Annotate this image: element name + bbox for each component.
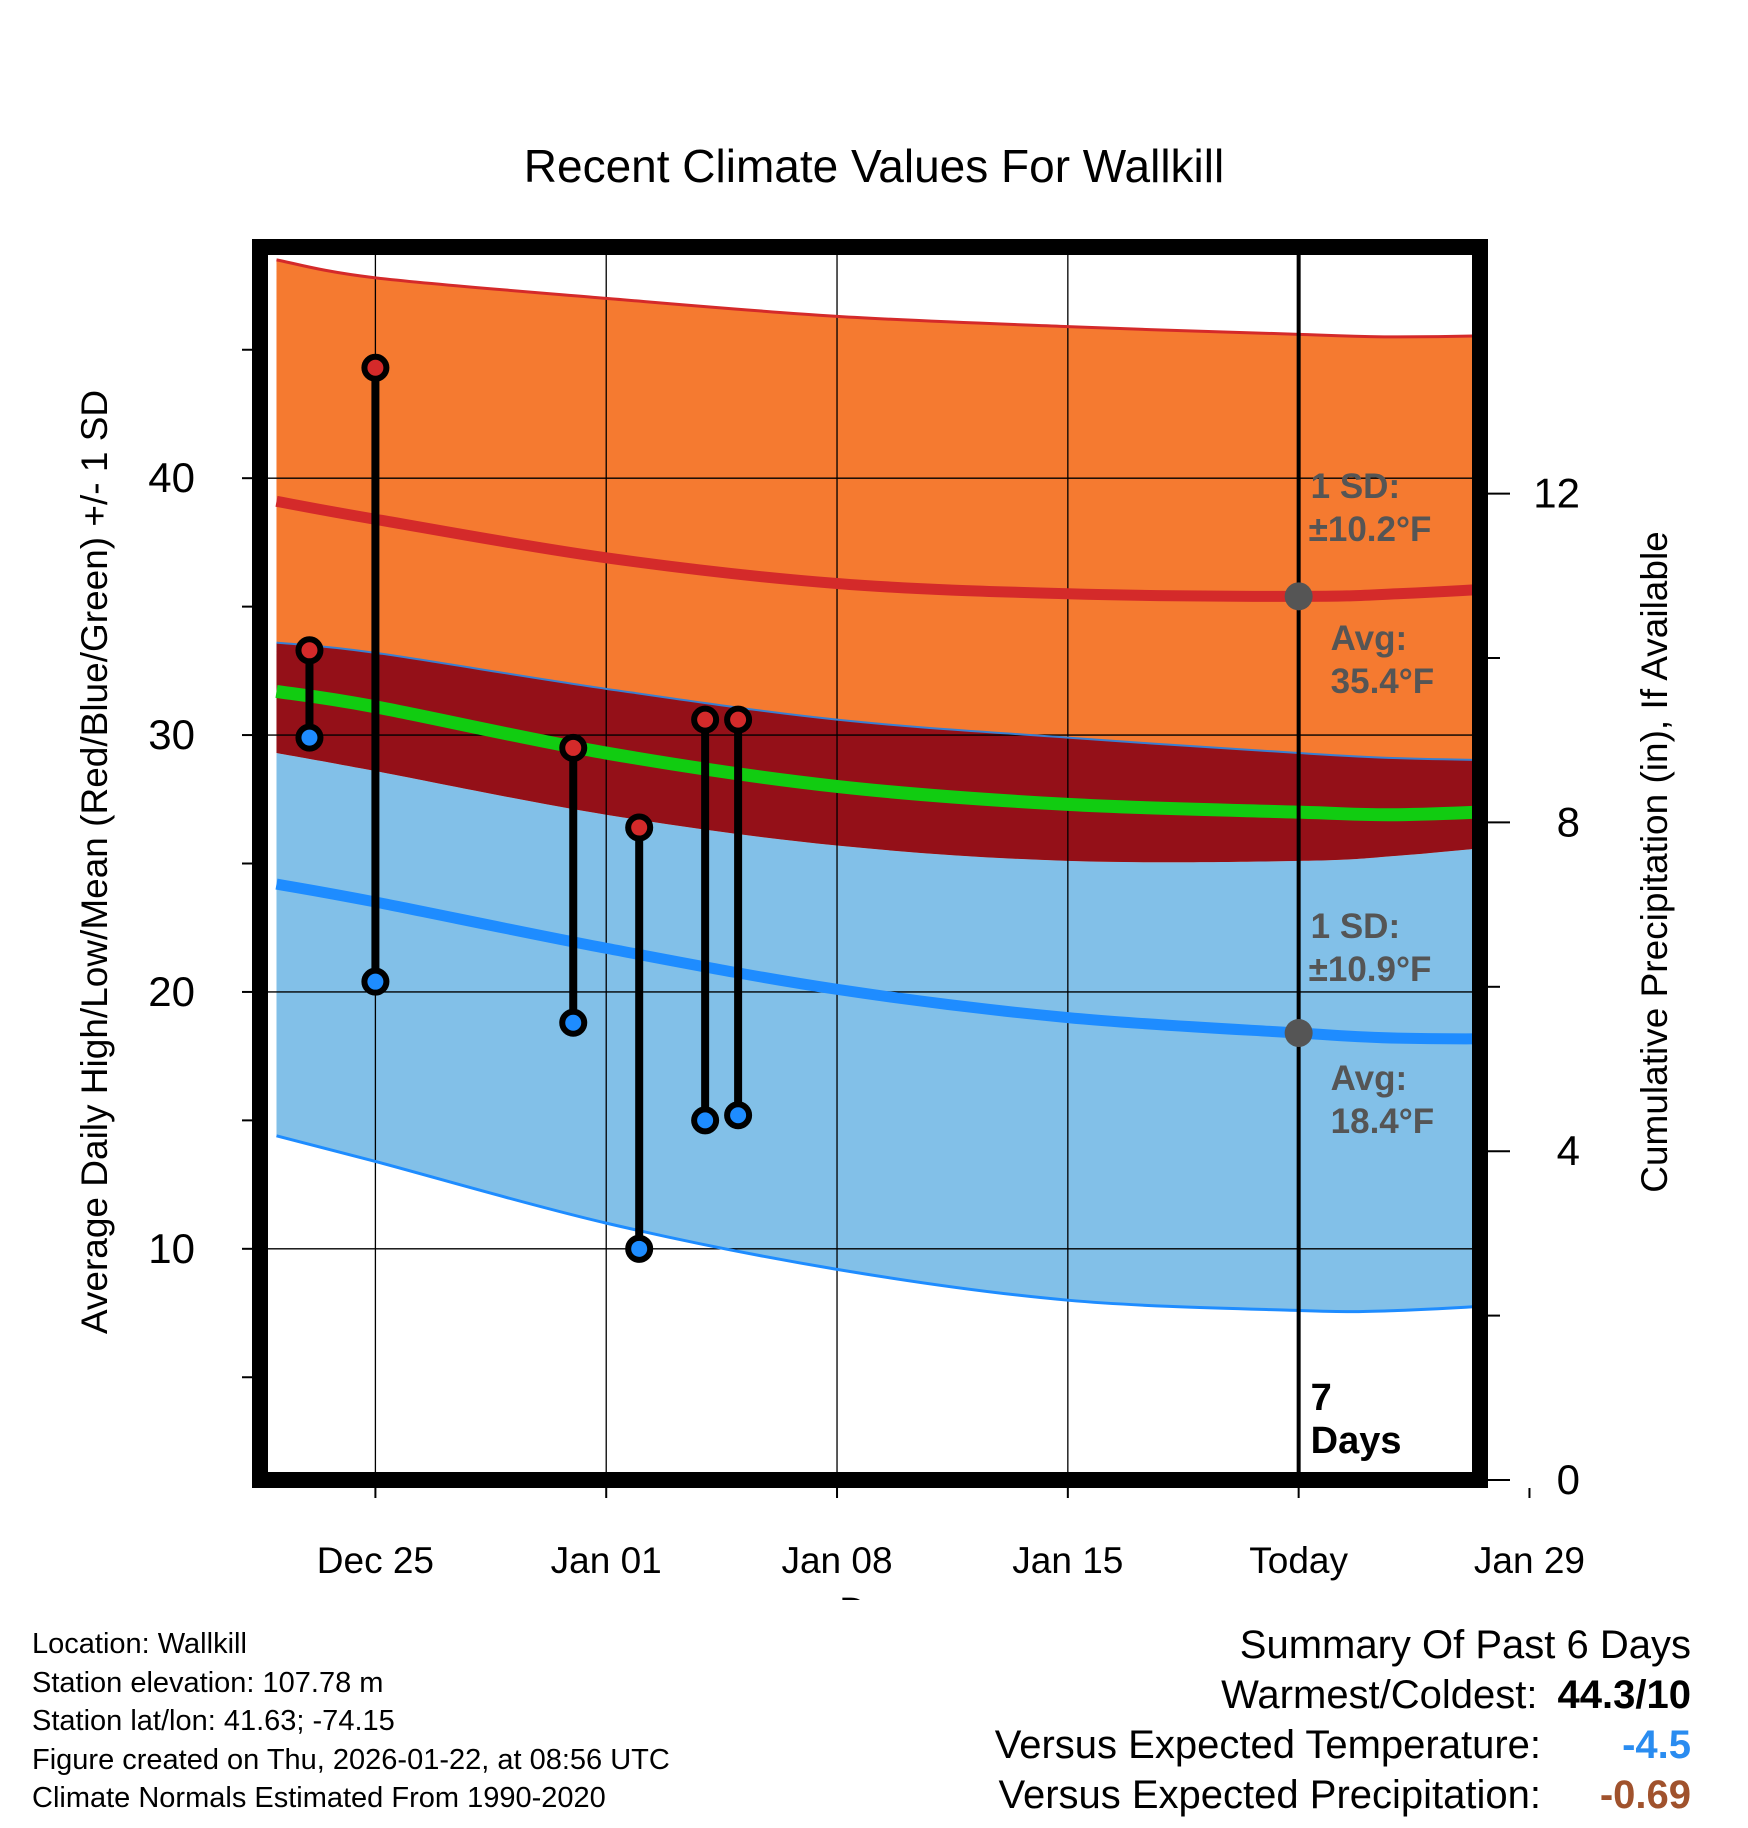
y-tick-label: 10	[148, 1225, 195, 1272]
avg-high-marker	[1284, 582, 1313, 611]
high-plus-sd-line	[276, 258, 1480, 339]
obs-low-point	[625, 1234, 654, 1263]
avg-low-marker	[1284, 1019, 1313, 1048]
y2-tick-label: 0	[1557, 1456, 1580, 1503]
low-minus-sd-line	[276, 1134, 1480, 1314]
warm-cold-label: Warmest/Coldest:	[1221, 1673, 1538, 1717]
obs-high-point	[625, 813, 654, 842]
precip-label: Versus Expected Precipitation:	[998, 1773, 1541, 1817]
obs-high-point	[361, 353, 390, 382]
temp-value: -4.5	[1622, 1723, 1691, 1767]
obs-low-point	[724, 1101, 753, 1130]
x-tick-label: Jan 29	[1474, 1540, 1585, 1581]
summary-warm-cold: Warmest/Coldest: 44.3/10	[995, 1670, 1691, 1720]
high-avg-value: 35.4°F	[1331, 662, 1435, 701]
y2-tick-label: 12	[1533, 470, 1580, 517]
obs-high-point	[724, 705, 753, 734]
normal-high-line	[275, 495, 1480, 602]
x-tick-label: Jan 15	[1012, 1540, 1123, 1581]
plot-area: 1 SD: ±10.2°F Avg: 35.4°F 1 SD: ±10.9°F Avg: 18…	[260, 247, 1480, 1480]
high-minus-sd-line	[276, 641, 1480, 762]
summary-precip: Versus Expected Precipitation: -0.69	[995, 1770, 1691, 1820]
days-count-number: 7	[1311, 1377, 1332, 1419]
warm-cold-value: 44.3/10	[1557, 1673, 1691, 1717]
obs-low-point	[361, 967, 390, 996]
precip-value: -0.69	[1599, 1773, 1691, 1817]
y-axis-label: Average Daily High/Low/Mean (Red/Blue/Gr…	[74, 390, 115, 1334]
summary-title: Summary Of Past 6 Days	[1239, 1623, 1691, 1667]
y-tick-label: 20	[148, 968, 195, 1015]
low-avg-label: Avg:	[1331, 1059, 1407, 1098]
obs-high-point	[295, 636, 324, 665]
summary-panel: Summary Of Past 6 Days Warmest/Coldest: 4…	[995, 1620, 1691, 1820]
normals-text: Climate Normals Estimated From 1990-2020	[32, 1782, 606, 1814]
y-tick-label: 40	[148, 454, 195, 501]
x-tick-label: Jan 01	[551, 1540, 662, 1581]
elevation-text: Station elevation: 107.78 m	[32, 1666, 384, 1699]
obs-high-point	[691, 705, 720, 734]
x-tick-label: Today	[1249, 1540, 1348, 1581]
obs-low-point	[295, 723, 324, 752]
plot-frame	[252, 239, 1488, 1488]
location-text: Location: Wallkill	[32, 1628, 247, 1660]
low-sd-label: 1 SD:	[1311, 907, 1400, 946]
high-sd-label: 1 SD:	[1311, 467, 1400, 506]
x-tick-label: Jan 08	[781, 1540, 892, 1581]
y2-tick-label: 4	[1557, 1127, 1580, 1174]
x-tick-label: Dec 25	[317, 1540, 434, 1581]
created-text: Figure created on Thu, 2026-01-22, at 08…	[32, 1743, 670, 1776]
station-info: Location: Wallkill Station elevation: 10…	[32, 1625, 670, 1818]
low-sd-band	[276, 753, 1480, 1312]
days-count-word: Days	[1311, 1420, 1402, 1462]
chart-title: Recent Climate Values For Wallkill	[524, 140, 1224, 192]
summary-temp: Versus Expected Temperature: -4.5	[995, 1720, 1691, 1770]
obs-low-point	[559, 1008, 588, 1037]
obs-high-point	[559, 733, 588, 762]
normal-mean-line	[275, 684, 1480, 822]
latlon-text: Station lat/lon: 41.63; -74.15	[32, 1705, 395, 1737]
high-avg-label: Avg:	[1331, 619, 1407, 658]
normal-low-line	[275, 878, 1480, 1045]
obs-low-point	[691, 1106, 720, 1135]
y2-axis-label: Cumulative Precipitation (in), If Availa…	[1634, 531, 1675, 1193]
temp-label: Versus Expected Temperature:	[994, 1723, 1541, 1767]
x-axis-label: Day	[839, 1591, 907, 1600]
climate-chart: Recent Climate Values For Wallkill 1 SD:…	[74, 140, 1675, 1600]
low-avg-value: 18.4°F	[1331, 1102, 1435, 1141]
low-sd-value: ±10.9°F	[1309, 950, 1432, 989]
y2-tick-label: 8	[1557, 798, 1580, 845]
high-sd-value: ±10.2°F	[1309, 510, 1432, 549]
axes: Dec 25 Jan 01 Jan 08 Jan 15 Today Jan 29 10 20 3…	[148, 239, 1585, 1581]
y-tick-label: 30	[148, 711, 195, 758]
